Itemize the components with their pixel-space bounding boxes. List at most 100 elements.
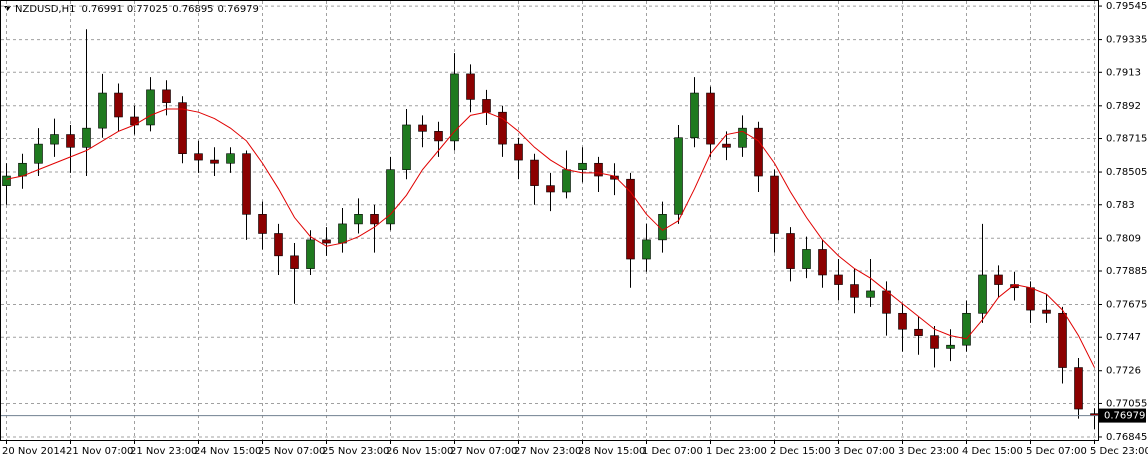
candle-body — [658, 214, 667, 241]
x-tick-label: 25 Nov 23:00 — [322, 446, 389, 457]
candle-body — [354, 214, 363, 225]
candle-body — [1074, 367, 1083, 410]
candle-body — [482, 99, 491, 113]
candle-body — [738, 127, 747, 148]
candle-body — [866, 290, 875, 298]
plot-frame — [0, 0, 1099, 441]
candle-body — [1026, 287, 1035, 311]
candle-body — [898, 312, 907, 330]
candle-body — [146, 89, 155, 126]
candle-body — [402, 124, 411, 170]
candle-body — [914, 328, 923, 336]
candle-body — [338, 223, 347, 244]
x-tick-label: 3 Dec 07:00 — [834, 446, 895, 457]
candle-body — [290, 255, 299, 269]
candle-body — [434, 131, 443, 142]
candle-body — [690, 92, 699, 139]
candle-body — [114, 92, 123, 118]
y-tick-label: 0.77055 — [1106, 398, 1147, 409]
candle-body — [386, 169, 395, 225]
candle-body — [98, 92, 107, 129]
candle-body — [754, 127, 763, 177]
close: 0.76979 — [218, 4, 259, 15]
candle-body — [674, 137, 683, 215]
candle-body — [514, 143, 523, 161]
candle-body — [562, 169, 571, 193]
candle-body — [994, 274, 1003, 285]
candle-body — [466, 73, 475, 100]
candle-body — [594, 162, 603, 177]
open: 0.76991 — [81, 4, 122, 15]
candle-body — [258, 214, 267, 234]
x-tick-label: 3 Dec 23:00 — [898, 446, 959, 457]
y-tick-label: 0.7726 — [1106, 366, 1141, 377]
candle-body — [1042, 309, 1051, 314]
candle-body — [306, 239, 315, 269]
y-tick-label: 0.78715 — [1106, 134, 1147, 145]
grid — [1, 1, 1098, 440]
candle-body — [226, 153, 235, 164]
moving-average — [6, 108, 1095, 368]
x-tick-label: 2 Dec 15:00 — [770, 446, 831, 457]
x-tick-label: 26 Nov 15:00 — [386, 446, 453, 457]
x-tick-label: 27 Nov 23:00 — [514, 446, 581, 457]
candle-body — [498, 111, 507, 145]
candle-body — [418, 124, 427, 132]
candle-body — [818, 249, 827, 276]
candle-body — [34, 143, 43, 164]
x-tick-label: 28 Nov 15:00 — [578, 446, 645, 457]
candle-body — [322, 239, 331, 244]
candle-body — [274, 233, 283, 257]
candle-body — [706, 92, 715, 145]
candle-body — [450, 73, 459, 142]
y-tick-label: 0.77885 — [1106, 266, 1147, 277]
candle-body — [626, 178, 635, 260]
menu-arrow[interactable] — [4, 6, 11, 11]
x-tick-label: 25 Nov 07:00 — [258, 446, 325, 457]
candle-body — [66, 134, 75, 148]
y-tick-label: 0.79335 — [1106, 35, 1147, 46]
header: NZDUSD,H1 0.76991 0.77025 0.76895 0.76979 — [15, 4, 259, 15]
candle-body — [978, 274, 987, 314]
candle-body — [546, 185, 555, 193]
low: 0.76895 — [172, 4, 213, 15]
x-tick-label: 5 Dec 23:00 — [1090, 446, 1148, 457]
candle-body — [82, 127, 91, 148]
candle-body — [834, 274, 843, 285]
price-label: 0.76979 — [1104, 411, 1145, 422]
candle-body — [802, 249, 811, 269]
y-tick-label: 0.7892 — [1106, 101, 1141, 112]
y-tick-label: 0.79545 — [1106, 1, 1147, 12]
y-tick-label: 0.76845 — [1106, 432, 1147, 443]
y-tick-label: 0.78505 — [1106, 167, 1147, 178]
candle-body — [2, 175, 11, 186]
candle-body — [850, 284, 859, 298]
y-tick-label: 0.7809 — [1106, 233, 1141, 244]
candle-body — [194, 153, 203, 161]
symbol: NZDUSD,H1 — [15, 4, 75, 15]
candle-body — [946, 344, 955, 349]
candle-body — [50, 134, 59, 145]
candle-body — [530, 159, 539, 186]
x-tick-label: 27 Nov 07:00 — [450, 446, 517, 457]
x-tick-label: 1 Dec 23:00 — [706, 446, 767, 457]
y-tick-label: 0.783 — [1106, 200, 1135, 211]
candle-body — [242, 153, 251, 215]
high: 0.77025 — [127, 4, 168, 15]
candle-body — [370, 214, 379, 225]
candle-body — [962, 312, 971, 346]
candle-body — [770, 175, 779, 234]
candle-body — [786, 233, 795, 269]
x-tick-label: 4 Dec 15:00 — [962, 446, 1023, 457]
price-box — [1099, 408, 1146, 423]
candle-body — [642, 239, 651, 260]
candle-body — [178, 102, 187, 154]
x-tick-label: 1 Dec 07:00 — [642, 446, 703, 457]
x-tick-label: 24 Nov 15:00 — [194, 446, 261, 457]
candle-body — [930, 335, 939, 349]
candle-body — [162, 89, 171, 103]
y-tick-label: 0.7913 — [1106, 67, 1141, 78]
x-tick-label: 21 Nov 07:00 — [66, 446, 133, 457]
y-tick-label: 0.77675 — [1106, 300, 1147, 311]
